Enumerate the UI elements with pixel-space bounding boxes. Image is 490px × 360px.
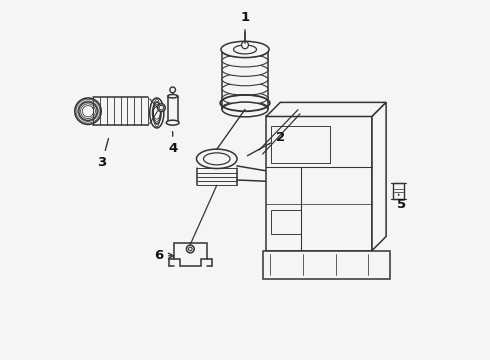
Ellipse shape [168, 94, 177, 98]
Text: 1: 1 [241, 11, 249, 43]
Ellipse shape [222, 64, 268, 76]
Text: 5: 5 [397, 194, 407, 211]
Ellipse shape [196, 149, 237, 168]
Ellipse shape [281, 167, 291, 187]
Ellipse shape [157, 104, 165, 112]
Ellipse shape [75, 98, 101, 125]
Polygon shape [372, 102, 386, 251]
Ellipse shape [222, 102, 268, 114]
Bar [271, 126, 330, 163]
Ellipse shape [222, 73, 268, 86]
Text: 3: 3 [98, 139, 108, 169]
Bar [266, 117, 372, 251]
Ellipse shape [170, 87, 175, 93]
Ellipse shape [150, 98, 164, 128]
Ellipse shape [222, 102, 268, 117]
Polygon shape [173, 243, 207, 266]
Ellipse shape [222, 54, 268, 67]
Bar [393, 183, 404, 198]
Ellipse shape [242, 41, 248, 49]
Polygon shape [266, 102, 386, 117]
Bar [263, 251, 390, 279]
Text: 4: 4 [168, 132, 177, 155]
Ellipse shape [222, 82, 268, 95]
Ellipse shape [166, 120, 179, 125]
Ellipse shape [221, 41, 269, 58]
Text: 6: 6 [154, 249, 173, 262]
Bar [271, 210, 301, 234]
Text: 2: 2 [247, 131, 285, 156]
Ellipse shape [222, 45, 268, 58]
Ellipse shape [222, 92, 268, 104]
